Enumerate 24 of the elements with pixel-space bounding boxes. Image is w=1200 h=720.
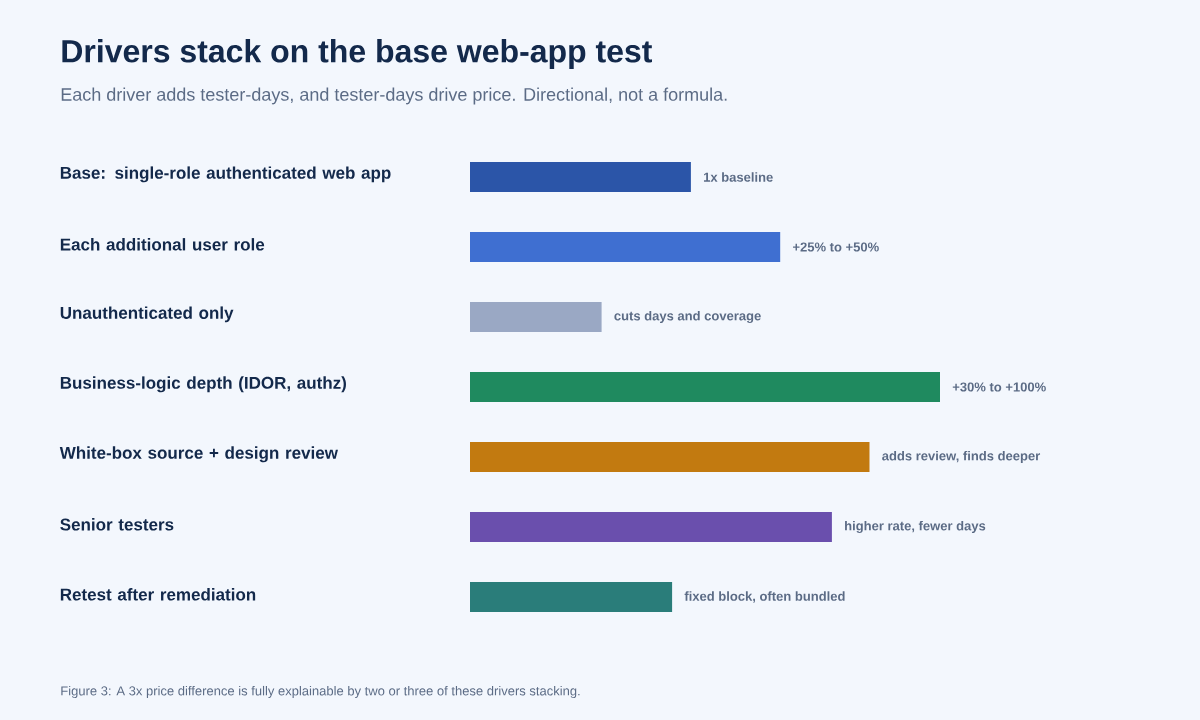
bar bbox=[470, 372, 940, 402]
y-tick-label: Base: single-role authenticated web app bbox=[60, 166, 391, 183]
annotation: cuts days and coverage bbox=[614, 310, 761, 324]
annotation: 1x baseline bbox=[703, 172, 773, 182]
bar bbox=[470, 512, 832, 542]
bar bbox=[470, 442, 870, 472]
chart-subtitle: Each driver adds tester-days, and tester-days drive price. Directional, not a formula. bbox=[61, 87, 727, 105]
y-tick-label: Senior testers bbox=[60, 518, 174, 531]
y-tick-label: White-box source + design review bbox=[59, 446, 338, 463]
annotation: fixed block, often bundled bbox=[684, 591, 845, 603]
y-tick-label: Business-logic depth (IDOR, authz) bbox=[60, 376, 346, 393]
annotation: +25% to +50% bbox=[793, 242, 879, 252]
bar bbox=[470, 302, 602, 332]
y-tick-label: Unauthenticated only bbox=[60, 306, 234, 323]
caption: Figure 3: A 3x price difference is fully explainable by two or three of these drivers stacking. bbox=[61, 685, 580, 699]
bar bbox=[470, 232, 781, 262]
bar bbox=[470, 162, 691, 192]
annotation: adds review, finds deeper bbox=[882, 450, 1041, 464]
annotation: +30% to +100% bbox=[952, 382, 1046, 392]
annotation: higher rate, fewer days bbox=[845, 520, 986, 534]
bar bbox=[470, 581, 673, 612]
chart-title: Drivers stack on the base web-app test bbox=[62, 39, 652, 69]
y-tick-label: Retest after remediation bbox=[60, 588, 256, 601]
y-tick-label: Each additional user role bbox=[60, 238, 265, 251]
